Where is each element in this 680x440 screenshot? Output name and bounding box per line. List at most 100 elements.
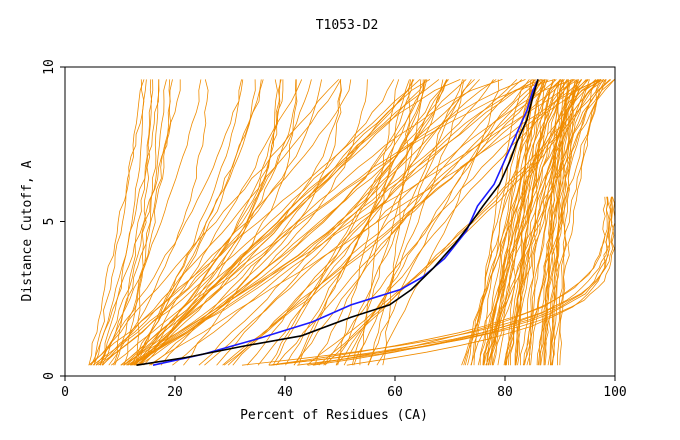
x-tick-label: 100 (603, 385, 626, 400)
x-tick-label: 0 (61, 385, 69, 400)
bundle-line-73 (183, 79, 431, 366)
bundle-line-100 (129, 79, 494, 366)
y-tick-label: 0 (42, 372, 57, 380)
bundle-line-128 (123, 79, 160, 366)
bundle-line-145 (131, 79, 444, 366)
bundle-line-9 (514, 79, 568, 366)
bundle-line-120 (135, 79, 298, 366)
bundle-line-72 (222, 79, 565, 366)
bundle-line-77 (382, 79, 411, 366)
bundle-line-108 (114, 79, 173, 366)
bundle-line-138 (113, 79, 153, 366)
bundle-line-68 (246, 79, 542, 366)
bundle-line-39 (540, 79, 578, 366)
bundle-line-52 (483, 79, 615, 366)
bundle-line-65 (335, 79, 599, 366)
bundle-line-48 (550, 79, 601, 366)
bundle-line-57 (487, 79, 575, 366)
bundle-line-51 (485, 79, 615, 366)
bundle-line-143 (135, 79, 154, 366)
bundle-line-105 (323, 79, 602, 366)
bundle-line-149 (241, 196, 613, 366)
bundle-line-61 (172, 79, 533, 366)
bundle-line-132 (90, 79, 181, 366)
x-tick-label: 40 (277, 385, 293, 400)
bundle-line-59 (497, 79, 562, 366)
bundle-line-135 (123, 79, 342, 366)
bundle-line-144 (123, 79, 281, 366)
bundle-line-122 (139, 79, 368, 366)
bundle-line-125 (88, 79, 147, 366)
bundle-line-95 (285, 79, 447, 366)
bundle-line-63 (143, 79, 461, 366)
bundle-line-113 (94, 79, 145, 366)
bundle-line-153 (346, 196, 613, 366)
x-axis-ticks: 0 20 40 60 80 100 (61, 376, 627, 400)
bundle-line-69 (121, 79, 415, 366)
bundle-line-103 (306, 79, 596, 366)
line-bundle (88, 79, 616, 366)
bundle-line-90 (148, 79, 582, 366)
bundle-line-76 (125, 79, 414, 366)
bundle-line-58 (492, 79, 583, 366)
bundle-line-131 (99, 79, 167, 366)
y-axis-label: Distance Cutoff, A (20, 160, 35, 301)
bundle-line-127 (134, 79, 244, 366)
bundle-line-98 (268, 79, 426, 366)
bundle-line-82 (351, 79, 426, 366)
bundle-line-152 (297, 196, 614, 366)
bundle-line-133 (92, 79, 282, 366)
bundle-line-62 (198, 79, 448, 366)
highlight-line-2 (136, 79, 539, 366)
bundle-line-22 (559, 79, 578, 366)
bundle-line-49 (517, 79, 535, 366)
bundle-line-87 (314, 79, 448, 366)
bundle-line-74 (353, 79, 465, 366)
bundle-line-16 (523, 79, 579, 366)
y-axis-ticks: 0 5 10 (42, 59, 65, 380)
bundle-line-67 (368, 79, 475, 366)
highlight-line-1 (152, 79, 539, 366)
bundle-line-37 (486, 79, 543, 366)
chart-title: T1053-D2 (316, 18, 379, 33)
bundle-line-64 (160, 79, 503, 366)
bundle-line-141 (101, 79, 171, 366)
bundle-line-55 (538, 79, 600, 366)
x-axis-label: Percent of Residues (CA) (240, 408, 428, 423)
bundle-line-106 (89, 79, 340, 366)
bundle-line-139 (88, 79, 421, 366)
bundle-line-151 (269, 196, 606, 366)
bundle-line-93 (293, 79, 523, 366)
bundle-line-101 (223, 79, 546, 366)
bundle-line-134 (127, 79, 424, 366)
bundle-line-13 (473, 79, 530, 366)
highlight-lines (136, 79, 539, 366)
bundle-line-115 (138, 79, 297, 366)
bundle-line-123 (130, 79, 422, 366)
bundle-line-83 (359, 79, 410, 366)
bundle-line-136 (131, 79, 264, 366)
bundle-line-147 (269, 196, 616, 366)
bundle-line-92 (227, 79, 557, 366)
bundle-line-53 (557, 79, 576, 366)
bundle-line-117 (95, 79, 242, 366)
y-tick-label: 5 (42, 218, 57, 226)
bundle-line-104 (257, 79, 472, 366)
bundle-line-20 (486, 79, 561, 366)
bundle-line-114 (93, 79, 160, 366)
bundle-line-110 (100, 79, 145, 366)
bundle-line-121 (126, 79, 342, 366)
y-tick-label: 10 (42, 59, 57, 75)
x-tick-label: 80 (497, 385, 513, 400)
bundle-line-137 (110, 79, 427, 366)
bundle-line-142 (129, 79, 256, 366)
bundle-line-129 (137, 79, 278, 366)
bundle-line-60 (547, 79, 565, 366)
bundle-line-112 (102, 79, 342, 366)
bundle-line-119 (99, 79, 202, 366)
x-tick-label: 20 (167, 385, 183, 400)
bundle-line-86 (367, 79, 537, 366)
x-tick-label: 60 (387, 385, 403, 400)
bundle-line-97 (376, 79, 500, 366)
